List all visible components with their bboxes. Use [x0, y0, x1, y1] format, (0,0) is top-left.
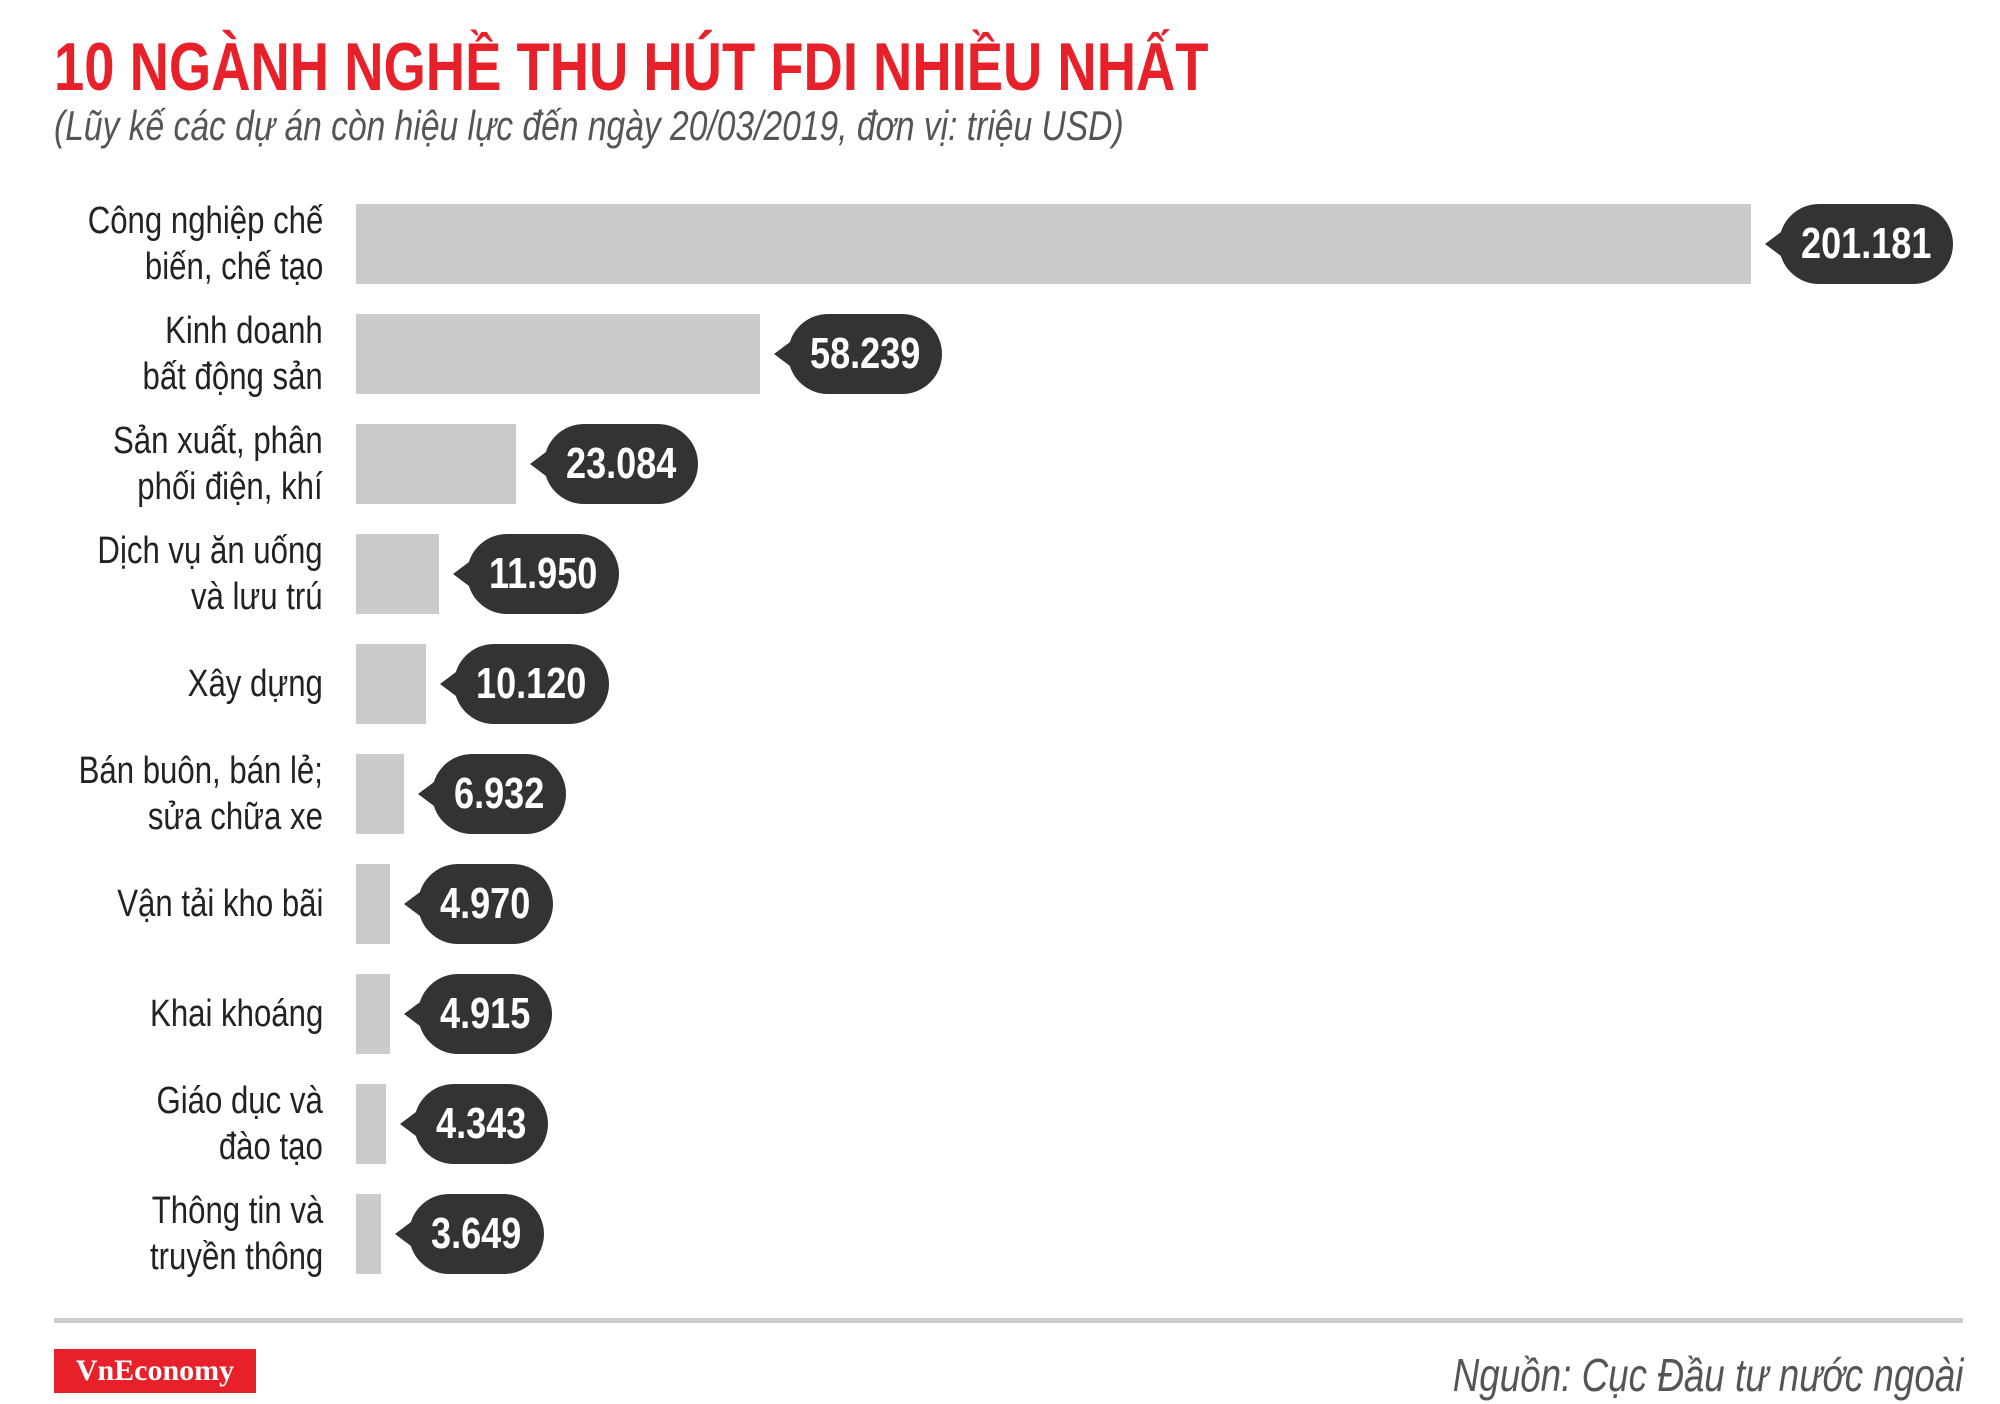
bar — [356, 754, 405, 834]
source-note: Nguồn: Cục Đầu tư nước ngoài — [1452, 1349, 1963, 1401]
category-label: Vận tải kho bãi — [117, 881, 323, 927]
category-label-line: Kinh doanh — [165, 310, 323, 352]
category-label-line: và lưu trú — [191, 576, 323, 618]
category-label-line: Dịch vụ ăn uống — [97, 530, 323, 572]
pointer-icon — [404, 1002, 421, 1026]
pointer-icon — [773, 342, 790, 366]
bar — [356, 974, 391, 1054]
pointer-icon — [418, 782, 435, 806]
bar — [356, 204, 1751, 284]
category-label: Xây dựng — [188, 661, 323, 707]
category-label-line: Bán buôn, bán lẻ; — [78, 750, 323, 792]
category-label: Giáo dục và đào tạo — [157, 1078, 323, 1170]
pointer-icon — [452, 562, 469, 586]
chart-subtitle: (Lũy kế các dự án còn hiệu lực đến ngày … — [54, 102, 1124, 149]
value-label: 10.120 — [440, 644, 609, 724]
value-label: 4.915 — [404, 974, 553, 1054]
category-label: Bán buôn, bán lẻ; sửa chữa xe — [79, 748, 323, 840]
bar — [356, 314, 760, 394]
value-label: 3.649 — [395, 1194, 544, 1274]
category-label-line: Vận tải kho bãi — [116, 883, 323, 925]
category-label-line: Xây dựng — [187, 663, 323, 705]
pointer-icon — [530, 452, 547, 476]
category-label: Dịch vụ ăn uống và lưu trú — [98, 528, 323, 620]
category-label-line: Khai khoáng — [149, 993, 323, 1035]
category-label: Kinh doanh bất động sản — [143, 308, 323, 400]
value-label: 201.181 — [1765, 204, 1954, 284]
category-label: Thông tin và truyền thông — [150, 1188, 323, 1280]
bar — [356, 644, 427, 724]
category-label-line: Giáo dục và — [156, 1080, 323, 1122]
bar — [356, 534, 439, 614]
category-label-line: bất động sản — [142, 356, 323, 398]
category-label: Khai khoáng — [150, 991, 323, 1037]
category-label-line: đào tạo — [219, 1126, 323, 1168]
pointer-icon — [404, 892, 421, 916]
value-label: 23.084 — [530, 424, 699, 504]
category-label-line: phối điện, khí — [137, 466, 323, 508]
chart-title: 10 NGÀNH NGHỀ THU HÚT FDI NHIỀU NHẤT — [54, 29, 1209, 105]
category-label-line: Sản xuất, phân — [113, 420, 323, 462]
category-label-line: Công nghiệp chế — [87, 200, 323, 242]
vneconomy-logo: VnEconomy — [54, 1349, 256, 1393]
pointer-icon — [395, 1222, 412, 1246]
pointer-icon — [440, 672, 457, 696]
category-label-line: biến, chế tạo — [144, 246, 323, 288]
value-label: 4.970 — [404, 864, 553, 944]
bar — [356, 1194, 382, 1274]
divider — [54, 1318, 1963, 1323]
value-label: 58.239 — [773, 314, 943, 394]
value-label: 11.950 — [452, 534, 620, 614]
category-label-line: sửa chữa xe — [147, 796, 323, 838]
pointer-icon — [400, 1112, 417, 1136]
bar — [356, 1084, 387, 1164]
category-label: Công nghiệp chế biến, chế tạo — [87, 198, 323, 290]
category-label-line: truyền thông — [149, 1236, 323, 1278]
value-label: 4.343 — [400, 1084, 549, 1164]
bar — [356, 864, 391, 944]
value-label: 6.932 — [418, 754, 567, 834]
bar-chart: Công nghiệp chế biến, chế tạo 201.181 Kinh … — [79, 198, 1954, 1280]
category-label: Sản xuất, phân phối điện, khí — [113, 418, 323, 510]
bar — [356, 424, 517, 504]
category-label-line: Thông tin và — [151, 1190, 323, 1232]
pointer-icon — [1765, 232, 1781, 256]
